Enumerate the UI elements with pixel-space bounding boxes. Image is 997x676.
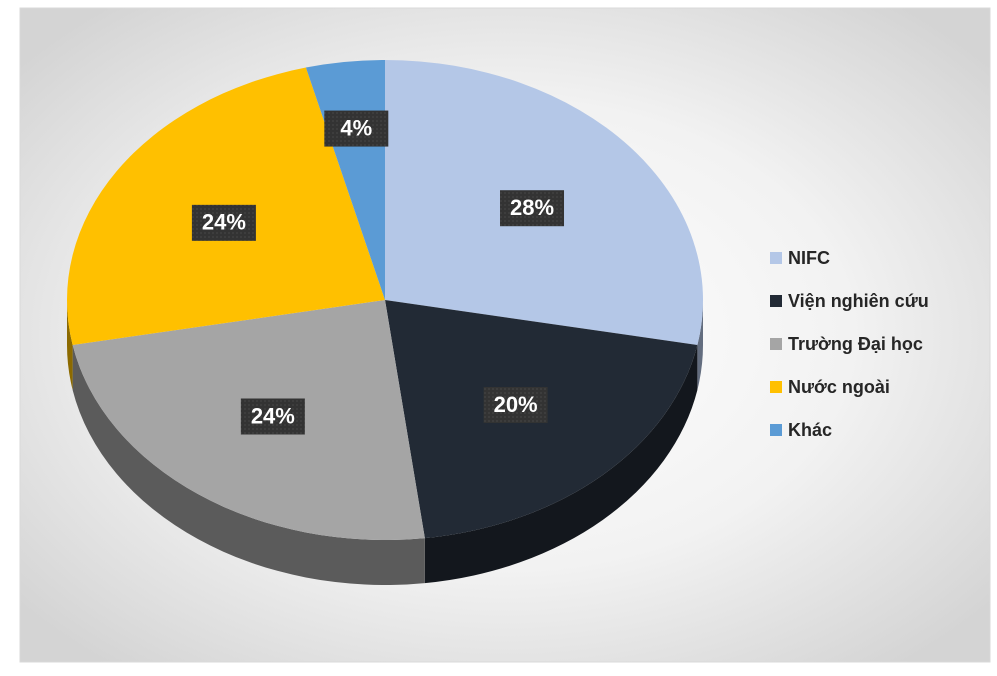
data-label-box xyxy=(191,204,256,241)
slice-side xyxy=(67,300,73,390)
slice-side xyxy=(72,344,425,586)
data-label-box xyxy=(324,110,389,147)
legend-label: NIFC xyxy=(788,248,830,268)
legend-marker xyxy=(770,295,782,307)
legend-label: Trường Đại học xyxy=(788,334,923,354)
slice-side xyxy=(424,344,698,584)
data-label-box xyxy=(500,190,565,227)
legend-marker xyxy=(770,252,782,264)
legend-marker xyxy=(770,381,782,393)
legend-label: Viện nghiên cứu xyxy=(788,291,929,311)
slice-side xyxy=(697,300,703,390)
legend-marker xyxy=(770,424,782,436)
data-label: 24% xyxy=(251,403,295,428)
data-label: 4% xyxy=(340,115,372,140)
legend-label: Nước ngoài xyxy=(788,377,890,397)
data-label-box xyxy=(483,386,548,423)
data-label: 20% xyxy=(494,392,538,417)
data-label: 28% xyxy=(510,195,554,220)
legend-marker xyxy=(770,338,782,350)
data-label-box xyxy=(240,398,305,435)
legend-label: Khác xyxy=(788,420,832,440)
data-label: 24% xyxy=(202,210,246,235)
